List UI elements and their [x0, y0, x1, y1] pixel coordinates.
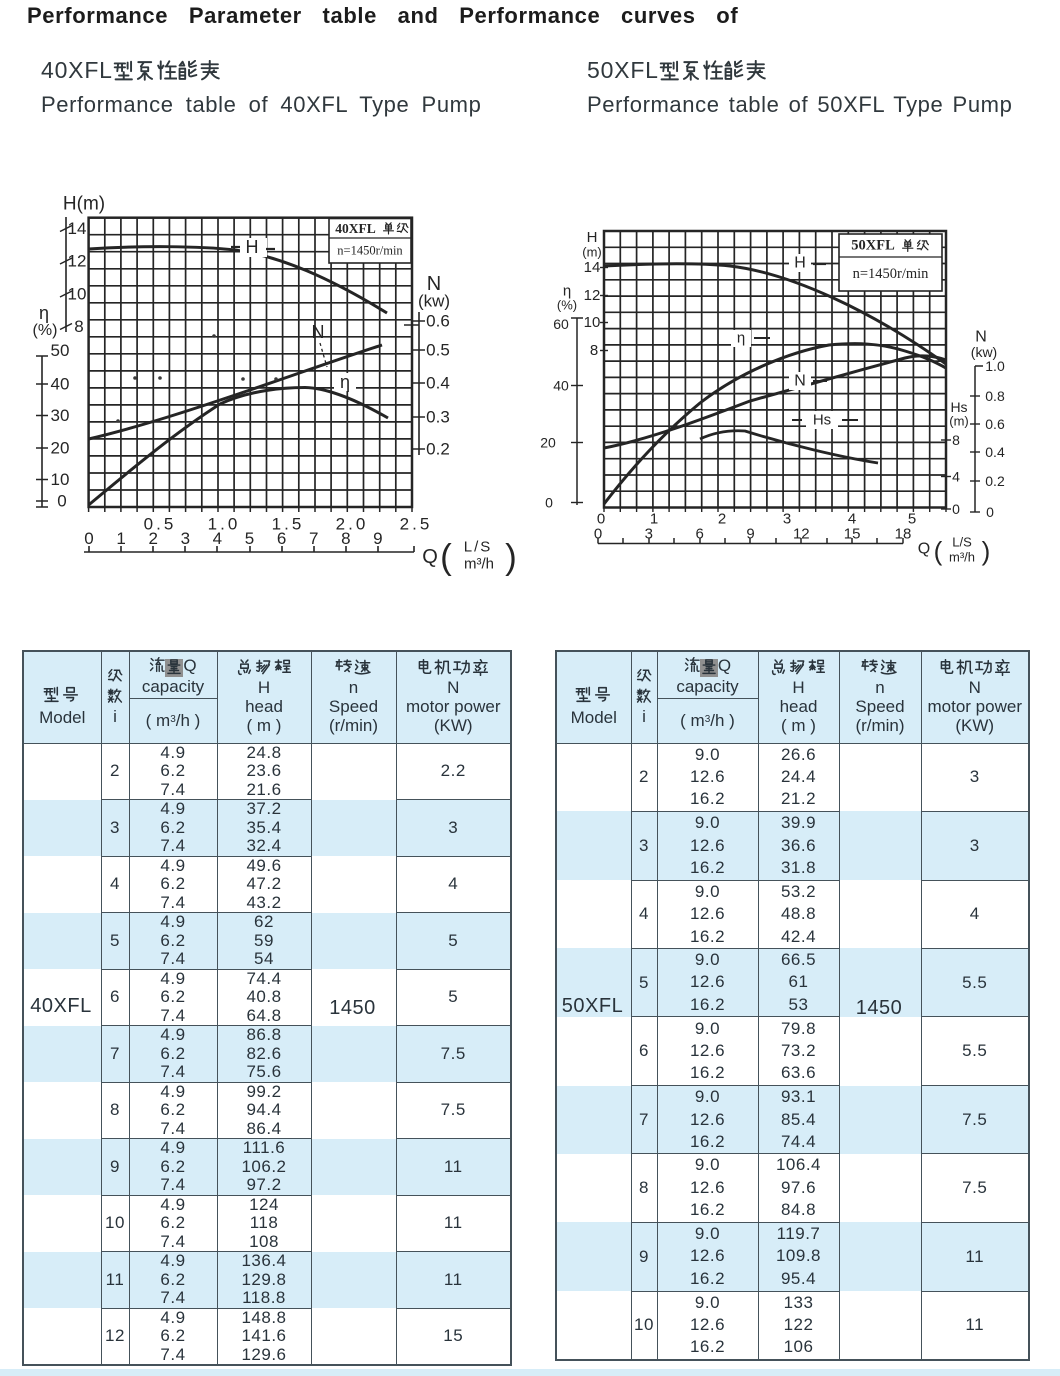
svg-text:η: η	[737, 330, 745, 347]
svg-text:6: 6	[695, 526, 703, 543]
svg-text:2: 2	[718, 511, 726, 528]
svg-text:0: 0	[597, 511, 605, 528]
svg-text:2.0: 2.0	[336, 515, 369, 534]
svg-text:(kw): (kw)	[418, 292, 450, 311]
svg-text:2: 2	[148, 529, 157, 548]
svg-text:0.3: 0.3	[426, 408, 450, 427]
svg-text:7: 7	[309, 529, 318, 548]
svg-text:n=1450r/min: n=1450r/min	[337, 244, 403, 258]
svg-text:0.2: 0.2	[985, 473, 1005, 489]
svg-text:N: N	[427, 273, 441, 295]
svg-text:4: 4	[848, 511, 856, 528]
svg-text:3: 3	[783, 511, 791, 528]
svg-text:0.5: 0.5	[144, 515, 177, 534]
svg-text:50: 50	[51, 341, 70, 360]
svg-text:8: 8	[590, 342, 598, 359]
svg-text:N: N	[794, 373, 806, 390]
svg-text:50XFL: 50XFL	[851, 238, 895, 254]
svg-text:60: 60	[553, 316, 569, 332]
svg-text:1.0: 1.0	[985, 358, 1005, 374]
svg-text:40: 40	[553, 378, 569, 394]
svg-text:0.4: 0.4	[426, 374, 450, 393]
svg-text:H: H	[587, 229, 598, 246]
svg-text:3: 3	[181, 529, 190, 548]
svg-text:N: N	[312, 322, 325, 342]
svg-text:5: 5	[908, 511, 916, 528]
svg-text:10: 10	[584, 314, 601, 331]
svg-text:H: H	[246, 237, 259, 257]
svg-text:8: 8	[74, 317, 83, 336]
svg-text:20: 20	[540, 435, 556, 451]
svg-text:0.4: 0.4	[985, 444, 1005, 460]
svg-text:3: 3	[645, 526, 653, 543]
svg-text:(%): (%)	[557, 298, 577, 313]
svg-text:n=1450r/min: n=1450r/min	[853, 266, 930, 282]
svg-text:0.5: 0.5	[426, 341, 450, 360]
svg-text:N: N	[975, 329, 987, 346]
svg-text:(%): (%)	[33, 322, 58, 339]
svg-text:0.6: 0.6	[985, 416, 1005, 432]
svg-text:40XFL: 40XFL	[335, 221, 376, 236]
svg-text:H: H	[794, 255, 806, 272]
svg-text:9: 9	[746, 526, 754, 543]
svg-text:m³/h: m³/h	[464, 556, 494, 573]
svg-text:L/S: L/S	[464, 539, 493, 556]
svg-text:20: 20	[51, 439, 70, 458]
svg-text:0: 0	[986, 504, 994, 520]
svg-text:12: 12	[584, 287, 601, 304]
svg-text:H(m): H(m)	[63, 194, 105, 215]
svg-text:5: 5	[245, 529, 254, 548]
svg-text:L/S: L/S	[952, 535, 972, 550]
svg-text:(m): (m)	[582, 245, 602, 260]
svg-text:): )	[982, 536, 991, 566]
svg-text:0: 0	[952, 501, 960, 517]
svg-text:12: 12	[68, 252, 87, 271]
svg-text:8: 8	[952, 432, 960, 448]
svg-text:η: η	[39, 303, 49, 323]
svg-text:14: 14	[68, 219, 87, 238]
svg-text:0: 0	[594, 526, 602, 543]
svg-text:Q: Q	[918, 541, 930, 558]
svg-text:0: 0	[57, 492, 66, 511]
svg-text:Hs: Hs	[950, 399, 967, 415]
svg-text:8: 8	[341, 529, 350, 548]
svg-text:9: 9	[373, 529, 382, 548]
svg-text:0: 0	[84, 529, 93, 548]
svg-text:0.2: 0.2	[426, 440, 450, 459]
svg-text:0.6: 0.6	[426, 312, 450, 331]
svg-text:30: 30	[51, 406, 70, 425]
svg-text:10: 10	[51, 470, 70, 489]
svg-text:15: 15	[844, 526, 861, 543]
svg-text:η: η	[340, 372, 350, 392]
svg-text:0.8: 0.8	[985, 388, 1005, 404]
svg-text:m³/h: m³/h	[949, 550, 975, 565]
svg-text:(: (	[440, 538, 452, 577]
svg-text:1.5: 1.5	[272, 515, 305, 534]
svg-text:Hs: Hs	[813, 412, 831, 429]
svg-text:10: 10	[68, 285, 87, 304]
svg-text:14: 14	[584, 259, 601, 276]
svg-text:0: 0	[545, 495, 553, 511]
svg-text:12: 12	[793, 526, 810, 543]
svg-text:18: 18	[895, 526, 912, 543]
svg-text:(m): (m)	[949, 414, 969, 429]
svg-text:40: 40	[51, 375, 70, 394]
svg-text:1.0: 1.0	[208, 515, 241, 534]
svg-text:(: (	[934, 536, 943, 566]
svg-text:4: 4	[213, 529, 222, 548]
svg-text:6: 6	[277, 529, 286, 548]
svg-text:(kw): (kw)	[971, 344, 997, 360]
svg-text:2.5: 2.5	[400, 515, 433, 534]
svg-text:): )	[505, 538, 517, 577]
svg-text:Q: Q	[422, 546, 438, 568]
svg-text:4: 4	[952, 469, 960, 485]
svg-text:1: 1	[650, 511, 658, 528]
svg-text:1: 1	[116, 529, 125, 548]
svg-text:η: η	[563, 283, 571, 300]
